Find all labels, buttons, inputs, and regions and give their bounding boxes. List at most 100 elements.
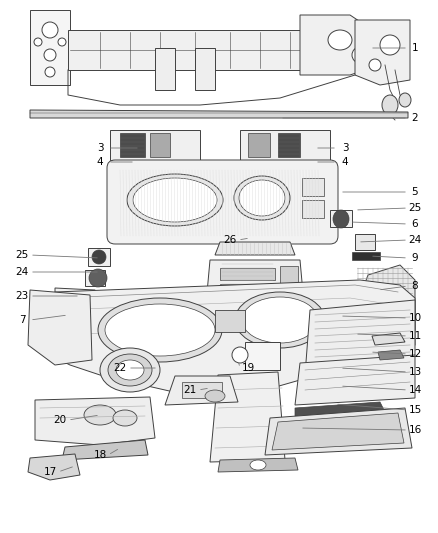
Polygon shape	[295, 355, 415, 405]
Bar	[88, 248, 110, 266]
Text: 22: 22	[113, 363, 127, 373]
Ellipse shape	[100, 348, 160, 392]
Bar	[220, 268, 275, 280]
Polygon shape	[150, 133, 170, 157]
Bar	[330, 210, 352, 227]
Ellipse shape	[333, 210, 349, 228]
Polygon shape	[278, 133, 300, 157]
Text: 20: 20	[53, 415, 67, 425]
Ellipse shape	[105, 304, 215, 356]
Text: 5: 5	[412, 187, 418, 197]
Ellipse shape	[108, 354, 152, 386]
Ellipse shape	[84, 405, 116, 425]
Text: 18: 18	[93, 450, 106, 460]
Text: 2: 2	[412, 113, 418, 123]
Polygon shape	[62, 440, 148, 460]
Bar	[280, 266, 298, 296]
Ellipse shape	[116, 360, 144, 380]
Ellipse shape	[399, 93, 411, 107]
Ellipse shape	[352, 47, 368, 63]
Polygon shape	[30, 10, 70, 85]
Ellipse shape	[235, 292, 325, 348]
Ellipse shape	[205, 390, 225, 402]
Polygon shape	[205, 260, 305, 315]
Ellipse shape	[34, 38, 42, 46]
Polygon shape	[265, 408, 412, 455]
Ellipse shape	[232, 347, 248, 363]
Bar	[245, 342, 280, 370]
Text: 1: 1	[412, 43, 418, 53]
Ellipse shape	[98, 298, 222, 362]
Ellipse shape	[230, 297, 270, 313]
Polygon shape	[295, 402, 385, 418]
Polygon shape	[30, 110, 408, 118]
Bar	[182, 382, 222, 398]
Text: 16: 16	[408, 425, 422, 435]
Ellipse shape	[89, 269, 107, 287]
Text: 11: 11	[408, 331, 422, 341]
Ellipse shape	[113, 410, 137, 426]
Polygon shape	[55, 288, 95, 306]
Ellipse shape	[234, 176, 290, 220]
Polygon shape	[155, 48, 175, 90]
Ellipse shape	[42, 22, 58, 38]
Text: 21: 21	[184, 385, 197, 395]
Text: 25: 25	[408, 203, 422, 213]
Polygon shape	[120, 133, 145, 157]
Bar	[220, 284, 275, 292]
Ellipse shape	[58, 38, 66, 46]
Ellipse shape	[369, 59, 381, 71]
Polygon shape	[248, 133, 270, 157]
Ellipse shape	[44, 49, 56, 61]
Polygon shape	[240, 130, 330, 160]
Ellipse shape	[328, 30, 352, 50]
Text: 24: 24	[15, 267, 28, 277]
Ellipse shape	[242, 297, 318, 343]
Polygon shape	[28, 290, 92, 365]
Text: 12: 12	[408, 349, 422, 359]
Bar	[85, 270, 105, 286]
Polygon shape	[272, 413, 404, 450]
Text: 6: 6	[412, 219, 418, 229]
Ellipse shape	[239, 180, 285, 216]
Polygon shape	[28, 454, 80, 480]
Text: 8: 8	[412, 281, 418, 291]
Text: 10: 10	[409, 313, 421, 323]
Polygon shape	[165, 376, 238, 405]
Text: 4: 4	[342, 157, 348, 167]
FancyBboxPatch shape	[107, 160, 338, 244]
Text: 17: 17	[43, 467, 57, 477]
Polygon shape	[378, 350, 404, 360]
Polygon shape	[218, 458, 298, 472]
Bar	[215, 310, 245, 332]
Text: 3: 3	[342, 143, 348, 153]
Polygon shape	[210, 372, 285, 462]
Polygon shape	[305, 300, 415, 375]
Text: 15: 15	[408, 405, 422, 415]
Polygon shape	[355, 20, 410, 85]
Polygon shape	[35, 397, 155, 445]
Ellipse shape	[45, 67, 55, 77]
Polygon shape	[48, 280, 415, 398]
Bar	[302, 178, 324, 196]
Text: 7: 7	[19, 315, 25, 325]
Polygon shape	[372, 333, 405, 345]
Polygon shape	[68, 30, 355, 70]
Text: 19: 19	[241, 363, 254, 373]
Ellipse shape	[380, 35, 400, 55]
Text: 24: 24	[408, 235, 422, 245]
Polygon shape	[300, 15, 380, 75]
Text: 23: 23	[15, 291, 28, 301]
Polygon shape	[215, 242, 295, 255]
Ellipse shape	[40, 308, 64, 332]
Polygon shape	[195, 48, 215, 90]
Text: 26: 26	[223, 235, 237, 245]
Bar	[302, 200, 324, 218]
Ellipse shape	[250, 460, 266, 470]
Text: 9: 9	[412, 253, 418, 263]
Text: 4: 4	[97, 157, 103, 167]
Polygon shape	[355, 265, 415, 340]
Text: 3: 3	[97, 143, 103, 153]
Bar	[352, 252, 380, 260]
Ellipse shape	[92, 250, 106, 264]
